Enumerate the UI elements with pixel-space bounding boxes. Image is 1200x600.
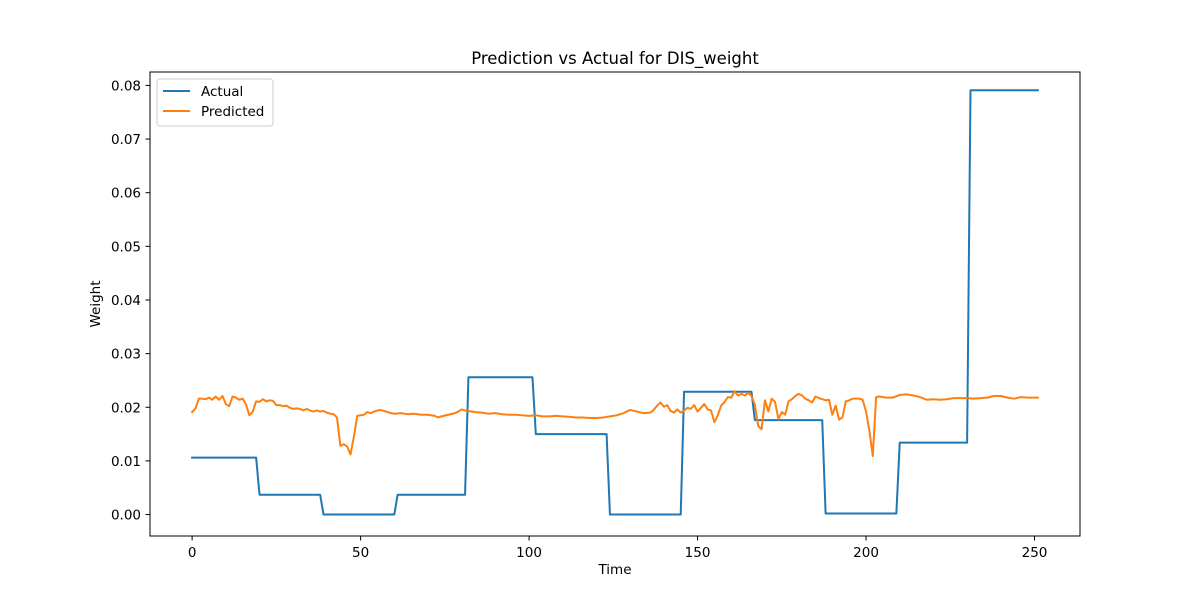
legend-actual-label: Actual [201,84,243,100]
y-tick-label: 0.05 [111,239,141,255]
x-tick-label: 250 [1022,545,1048,561]
y-tick-label: 0.08 [111,78,141,94]
y-tick-label: 0.01 [111,454,141,470]
x-tick-label: 50 [352,545,369,561]
series-line-actual [191,89,1039,516]
y-axis: 0.00 0.01 0.02 0.03 0.04 0.05 0.06 0.07 0.08 [111,78,150,524]
y-tick-label: 0.07 [111,132,141,148]
series-line-predicted [190,390,1039,458]
y-tick-label: 0.06 [111,186,141,202]
series-layer [190,89,1039,516]
x-tick-label: 0 [188,545,197,561]
chart-title: Prediction vs Actual for DIS_weight [471,49,759,69]
y-axis-label: Weight [88,280,104,327]
legend-predicted-label: Predicted [201,104,264,120]
x-tick-label: 150 [685,545,711,561]
y-tick-label: 0.00 [111,508,141,524]
legend: Actual Predicted [156,78,274,127]
x-axis: 0 50 100 150 200 250 [188,536,1048,561]
y-tick-label: 0.04 [111,293,141,309]
x-tick-label: 200 [853,545,879,561]
y-tick-label: 0.02 [111,400,141,416]
x-tick-label: 100 [516,545,542,561]
plot-frame [149,71,1081,537]
y-tick-label: 0.03 [111,347,141,363]
x-axis-label: Time [597,562,631,578]
